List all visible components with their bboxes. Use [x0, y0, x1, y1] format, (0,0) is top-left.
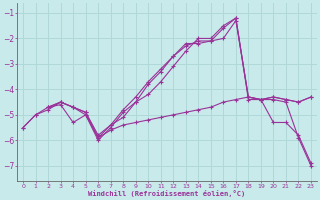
X-axis label: Windchill (Refroidissement éolien,°C): Windchill (Refroidissement éolien,°C) [88, 190, 246, 197]
